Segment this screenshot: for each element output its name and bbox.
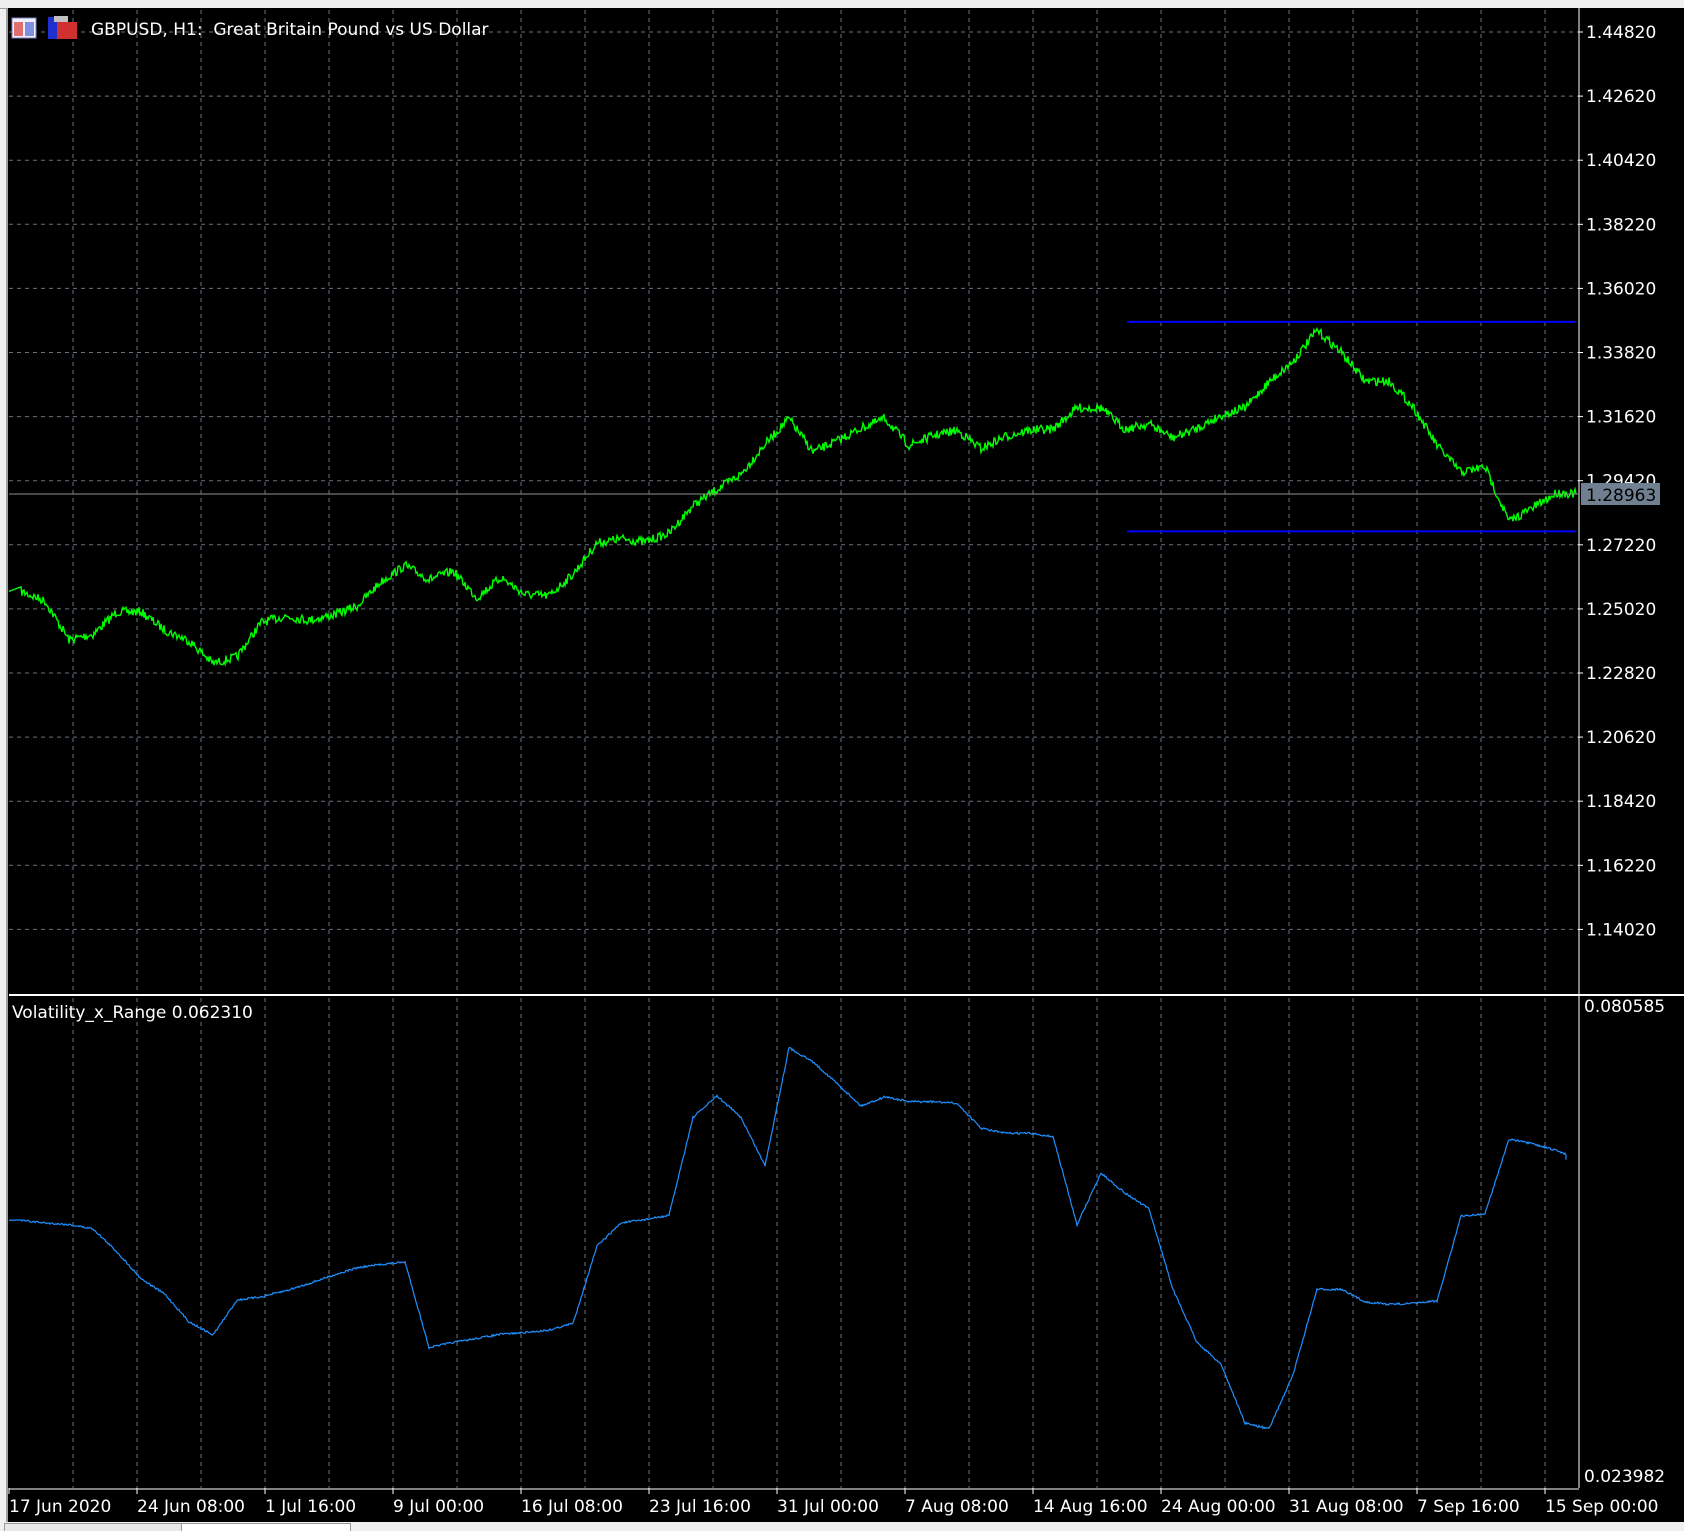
time-axis-label: 17 Jun 2020: [9, 1497, 111, 1517]
time-axis-label: 23 Jul 16:00: [649, 1497, 751, 1517]
price-axis-label: 1.31620: [1586, 408, 1656, 428]
expert-advisor-icon: [48, 16, 77, 39]
price-axis-label: 1.20620: [1586, 728, 1656, 748]
price-axis-label: 1.25020: [1586, 600, 1656, 620]
time-axis-label: 31 Jul 00:00: [777, 1497, 879, 1517]
grid: [9, 10, 1578, 1488]
indicator-title: Volatility_x_Range 0.062310: [12, 1003, 253, 1023]
indicator-axis-label: 0.080585: [1584, 997, 1665, 1017]
price-axis-label: 1.14020: [1586, 920, 1656, 940]
price-series: [8, 326, 1577, 667]
time-axis-label: 1 Jul 16:00: [265, 1497, 356, 1517]
indicator-series: [8, 1046, 1567, 1430]
time-axis-label: 14 Aug 16:00: [1033, 1497, 1148, 1517]
time-axis-label: 9 Jul 00:00: [393, 1497, 484, 1517]
time-axis-label: 15 Sep 00:00: [1545, 1497, 1658, 1517]
current-price-label: 1.28963: [1586, 486, 1656, 506]
time-axis-label: 7 Aug 08:00: [905, 1497, 1009, 1517]
price-axis-label: 1.16220: [1586, 856, 1656, 876]
price-axis-label: 1.42620: [1586, 87, 1656, 107]
current-price-tag: [1581, 483, 1660, 506]
time-axis-label: 24 Jun 08:00: [137, 1497, 245, 1517]
bottom-tab-bar: [0, 1522, 1684, 1530]
price-axis-label: 1.27220: [1586, 536, 1656, 556]
chart-header: GBPUSD, H1: Great Britain Pound vs US Do…: [11, 16, 489, 1023]
price-axis-label: 1.40420: [1586, 151, 1656, 171]
indicator-line: [8, 1046, 1567, 1430]
time-axis-label: 31 Aug 08:00: [1289, 1497, 1404, 1517]
price-axis-label: 1.44820: [1586, 23, 1656, 43]
chart-title: GBPUSD, H1: Great Britain Pound vs US Do…: [91, 20, 489, 40]
price-axis-label: 1.33820: [1586, 344, 1656, 364]
axes: 1.44820 1.42620 1.40420 1.38220 1.36020 1.338…: [8, 8, 1684, 1517]
price-axis-label: 1.38220: [1586, 215, 1656, 235]
time-axis-label: 7 Sep 16:00: [1417, 1497, 1520, 1517]
time-axis-label: 16 Jul 08:00: [521, 1497, 623, 1517]
time-axis-label: 24 Aug 00:00: [1161, 1497, 1276, 1517]
price-axis-label: 1.36020: [1586, 279, 1656, 299]
horizontal-levels[interactable]: [1127, 320, 1576, 533]
chart-window-icon: [11, 17, 37, 39]
price-axis-label: 1.22820: [1586, 664, 1656, 684]
chart-tab-active[interactable]: [181, 1523, 351, 1531]
price-line: [8, 326, 1577, 667]
price-axis-label: 1.18420: [1586, 792, 1656, 812]
indicator-axis-label: 0.023982: [1584, 1467, 1665, 1487]
chart-window[interactable]: [6, 8, 1684, 1522]
